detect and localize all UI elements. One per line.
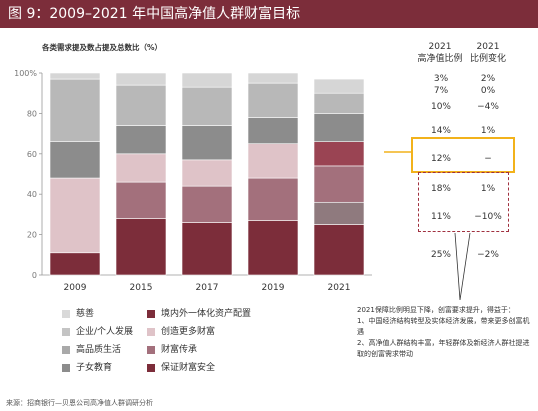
bar-segment bbox=[247, 72, 299, 84]
legend-item: 慈善 bbox=[62, 306, 94, 319]
share-value: 18% bbox=[430, 184, 451, 194]
change-value: 0% bbox=[480, 86, 496, 96]
legend-label: 高品质生活 bbox=[76, 345, 122, 355]
legend-label: 保证财富安全 bbox=[161, 363, 216, 373]
legend-item: 境内外一体化资产配置 bbox=[147, 306, 251, 319]
header-share: 2021 高净值比例 bbox=[410, 41, 470, 65]
bar-segment bbox=[313, 141, 365, 167]
bar-segment bbox=[115, 72, 167, 86]
bar-segment bbox=[181, 125, 233, 161]
share-value: 14% bbox=[430, 126, 451, 136]
note-line-2: 1、中国经济结构转型及实体经济发展，带来更多创富机遇 bbox=[357, 317, 530, 336]
change-value: −10% bbox=[474, 212, 502, 222]
header-share-label: 高净值比例 bbox=[417, 54, 463, 64]
figure-title: 图 9：2009–2021 年中国高净值人群财富目标 bbox=[0, 0, 538, 28]
bar-segment bbox=[247, 220, 299, 276]
bar-segment bbox=[247, 177, 299, 221]
bar-segment bbox=[313, 78, 365, 94]
share-value: 3% bbox=[433, 74, 449, 84]
bar-segment bbox=[247, 117, 299, 145]
change-value: 1% bbox=[480, 184, 496, 194]
bar-segment bbox=[247, 143, 299, 179]
y-tick-label: 60 bbox=[27, 150, 37, 159]
legend-swatch bbox=[62, 345, 70, 354]
legend-swatch bbox=[62, 363, 70, 372]
legend-label: 境内外一体化资产配置 bbox=[161, 309, 252, 319]
bar-segment bbox=[247, 82, 299, 118]
bar-segment bbox=[181, 222, 233, 276]
bar-segment bbox=[49, 72, 101, 80]
legend-label: 创造更多财富 bbox=[161, 327, 216, 337]
change-value: −2% bbox=[477, 250, 499, 260]
legend-item: 保证财富安全 bbox=[147, 360, 215, 373]
bar-segment bbox=[313, 224, 365, 276]
legend-label: 财富传承 bbox=[161, 345, 198, 355]
header-change-label: 比例变化 bbox=[469, 54, 506, 64]
bar-segment bbox=[181, 86, 233, 126]
y-tick-label: 100% bbox=[14, 69, 37, 78]
bar-segment bbox=[313, 113, 365, 142]
legend-item: 创造更多财富 bbox=[147, 324, 215, 337]
change-value: 1% bbox=[480, 126, 496, 136]
note-line-3: 2、高净值人群结构丰富，年轻群体及新经济人群社提进取的创富需求带动 bbox=[357, 339, 530, 358]
change-value: 2% bbox=[480, 74, 496, 84]
y-tick-label: 40 bbox=[27, 190, 37, 199]
legend-label: 慈善 bbox=[76, 309, 95, 319]
share-value: 25% bbox=[430, 250, 451, 260]
x-tick-label: 2017 bbox=[196, 283, 219, 293]
y-tick-label: 20 bbox=[27, 231, 37, 240]
bar-segment bbox=[115, 153, 167, 183]
bar-segment bbox=[115, 181, 167, 219]
x-tick-label: 2021 bbox=[328, 283, 351, 293]
legend-swatch bbox=[62, 309, 70, 318]
annotation-note: 2021保障比例明显下降，创富要求提升，得益于： 1、中国经济结构转型及实体经济… bbox=[357, 305, 533, 360]
bar-segment bbox=[115, 218, 167, 276]
legend-item: 企业/个人发展 bbox=[62, 324, 133, 337]
bar-segment bbox=[313, 165, 365, 203]
share-value: 12% bbox=[430, 154, 451, 164]
y-tick-label: 0 bbox=[32, 271, 37, 280]
share-value: 11% bbox=[430, 212, 451, 222]
legend-item: 财富传承 bbox=[147, 342, 197, 355]
legend-label: 企业/个人发展 bbox=[76, 327, 134, 337]
legend-item: 子女教育 bbox=[62, 360, 112, 373]
dashed-highlight-box bbox=[418, 172, 509, 232]
source-note: 来源：招商银行—贝恩公司高净值人群调研分析 bbox=[6, 399, 153, 407]
x-tick-label: 2015 bbox=[130, 283, 153, 293]
legend-item: 高品质生活 bbox=[62, 342, 121, 355]
change-value: −4% bbox=[477, 102, 499, 112]
x-tick-label: 2019 bbox=[262, 283, 285, 293]
legend-label: 子女教育 bbox=[76, 363, 113, 373]
legend-swatch bbox=[147, 327, 155, 336]
legend-swatch bbox=[147, 363, 155, 372]
note-pointer bbox=[454, 232, 471, 301]
legend-swatch bbox=[147, 345, 155, 354]
legend-swatch bbox=[62, 327, 70, 336]
header-share-year: 2021 bbox=[428, 42, 452, 52]
note-line-1: 2021保障比例明显下降，创富要求提升，得益于： bbox=[357, 306, 515, 314]
bar-segment bbox=[115, 125, 167, 155]
change-value: − bbox=[484, 154, 492, 164]
chart-subtitle: 各类需求提及数占提及总数比（%） bbox=[42, 43, 163, 52]
x-tick-label: 2009 bbox=[64, 283, 87, 293]
bar-segment bbox=[181, 72, 233, 88]
bar-segment bbox=[181, 159, 233, 187]
bar-segment bbox=[181, 185, 233, 223]
header-change-year: 2021 bbox=[476, 42, 500, 52]
header-change: 2021 比例变化 bbox=[458, 41, 518, 65]
share-value: 7% bbox=[433, 86, 449, 96]
legend-swatch bbox=[147, 309, 155, 318]
y-tick-label: 80 bbox=[27, 109, 37, 118]
share-value: 10% bbox=[430, 102, 451, 112]
bar-segment bbox=[115, 84, 167, 126]
